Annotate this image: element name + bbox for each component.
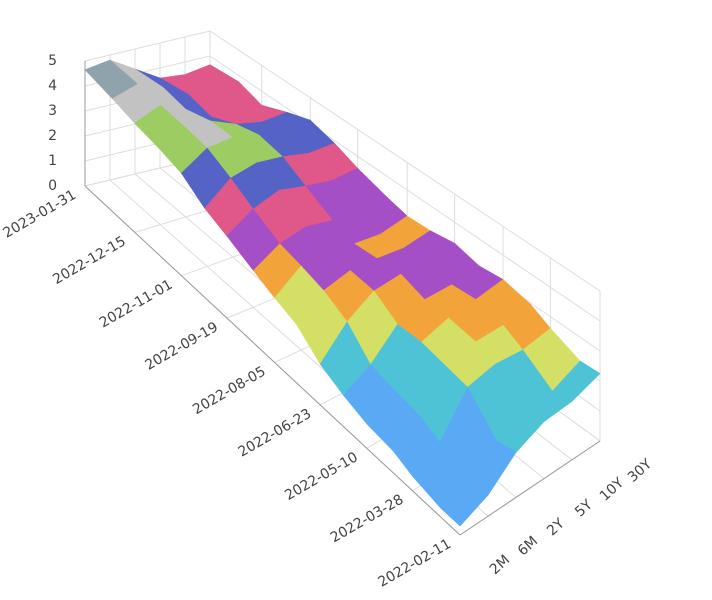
axis-line: [459, 440, 601, 536]
z-tick-label: 5: [48, 53, 57, 69]
x-tick-label: 2022-03-28: [328, 492, 406, 547]
z-grid-line: [84, 30, 211, 62]
y-tick-label: 5Y: [572, 497, 596, 521]
x-tick-label: 2023-01-31: [1, 187, 79, 242]
y-tick-label: 10Y: [597, 475, 628, 505]
z-tick-label: 1: [48, 153, 57, 169]
z-tick-label: 2: [48, 128, 57, 144]
y-tick-label: 30Y: [625, 456, 656, 486]
x-tick-label: 2022-09-19: [142, 319, 220, 374]
x-tick-label: 2022-06-23: [236, 406, 314, 461]
z-tick-label: 0: [48, 178, 57, 194]
x-tick-label: 2022-08-05: [190, 364, 268, 419]
z-grid-line: [209, 30, 601, 292]
x-tick-label: 2022-02-11: [376, 536, 454, 591]
y-tick-label: 6M: [515, 533, 541, 559]
x-tick-label: 2022-05-10: [282, 449, 360, 504]
axis-line: [84, 185, 461, 536]
z-grid-line: [209, 55, 601, 322]
y-tick-label: 2Y: [544, 515, 568, 539]
surface: [84, 59, 601, 527]
x-tick-label: 2022-11-01: [97, 277, 175, 332]
z-tick-label: 3: [48, 103, 57, 119]
z-tick-label: 4: [48, 78, 57, 94]
y-tick-label: 2M: [487, 552, 513, 578]
x-tick-label: 2022-12-15: [50, 233, 128, 288]
surface-cell: [440, 477, 489, 527]
